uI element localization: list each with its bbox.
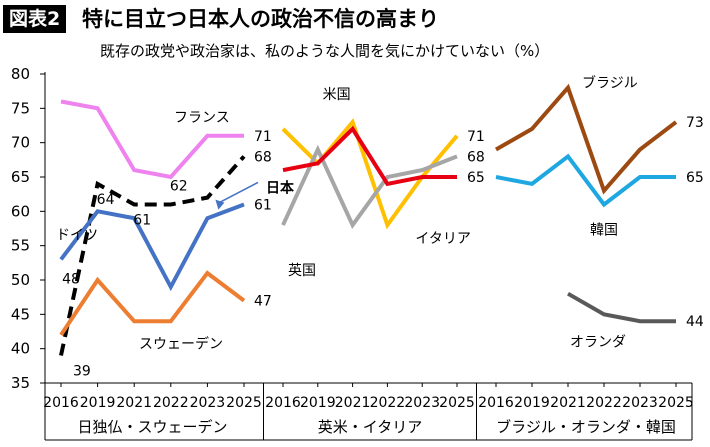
annotation-label: 39: [73, 364, 91, 380]
end-value-label: 61: [254, 197, 272, 213]
series-line-ドイツ: [59, 202, 245, 292]
x-tick-label: 2019: [514, 395, 550, 411]
y-tick-label: 70: [11, 134, 30, 152]
annotation-label: 64: [97, 192, 115, 208]
annotation-label: ブラジル: [582, 75, 638, 92]
x-tick-label: 2023: [622, 395, 658, 411]
annotation-label: スウェーデン: [139, 336, 223, 353]
y-tick-label: 75: [11, 99, 30, 117]
annotation-label: 米国: [323, 87, 351, 103]
figure-badge: 図表2: [3, 5, 67, 33]
end-value-label: 65: [686, 170, 704, 186]
chart-marks: [59, 83, 678, 356]
y-tick-label: 35: [11, 374, 30, 392]
y-tick-label: 65: [11, 168, 30, 186]
series-line-オランダ: [567, 291, 676, 324]
panel-label: 日独仏・スウェーデン: [77, 418, 227, 436]
annotation-label: 61: [133, 212, 151, 228]
annotation-label: 韓国: [590, 222, 618, 238]
end-value-label: 65: [467, 170, 485, 186]
panel-label: 英米・イタリア: [318, 418, 422, 436]
annotation-label: ドイツ: [56, 227, 98, 243]
chart-subtitle: 既存の政党や政治家は、私のような人間を気にかけていない（%）: [100, 42, 550, 60]
end-value-label: 68: [254, 149, 272, 165]
japan-arrow-line: [217, 181, 259, 205]
annotation-label: 62: [170, 178, 188, 194]
x-tick-label: 2025: [439, 395, 475, 411]
y-tick-label: 80: [11, 65, 30, 83]
y-tick-label: 45: [11, 305, 30, 323]
x-tick-label: 2022: [153, 395, 189, 411]
annotation-label: 日本: [266, 179, 295, 196]
annotation-label: 48: [62, 271, 80, 287]
x-tick-label: 2025: [658, 395, 694, 411]
annotation-label: 英国: [288, 262, 316, 279]
y-tick-label: 50: [11, 271, 30, 289]
end-value-label: 73: [686, 115, 704, 131]
x-tick-label: 2019: [300, 395, 336, 411]
series-line-英国: [281, 144, 458, 230]
y-tick-label: 55: [11, 237, 30, 255]
x-tick-label: 2016: [265, 395, 301, 411]
end-value-label: 71: [254, 129, 272, 145]
series-line-フランス: [60, 99, 244, 180]
series-line-ブラジル: [495, 83, 678, 195]
x-tick-label: 2021: [335, 395, 371, 411]
series-line-米国: [282, 125, 457, 187]
series-line-韓国: [495, 153, 676, 208]
y-tick-label: 60: [11, 202, 30, 220]
x-tick-label: 2021: [116, 395, 152, 411]
x-tick-label: 2021: [550, 395, 586, 411]
series-line-スウェーデン: [59, 270, 246, 337]
x-tick-label: 2022: [586, 395, 622, 411]
x-tick-label: 2019: [80, 395, 116, 411]
annotation-label: イタリア: [415, 231, 470, 247]
x-tick-label: 2022: [370, 395, 406, 411]
y-tick-label: 40: [11, 340, 30, 358]
annotation-label: オランダ: [570, 334, 626, 350]
series-line-イタリア: [281, 118, 459, 230]
x-tick-label: 2016: [43, 395, 79, 411]
end-value-label: 68: [467, 149, 485, 165]
chart-title: 特に目立つ日本人の政治不信の高まり: [82, 7, 439, 31]
japan-arrow-head: [215, 199, 225, 210]
x-tick-label: 2025: [226, 395, 262, 411]
series-line-日本: [59, 155, 246, 356]
x-tick-label: 2023: [404, 395, 440, 411]
chart-header: 図表2 特に目立つ日本人の政治不信の高まり: [0, 0, 710, 40]
x-tick-label: 2016: [478, 395, 514, 411]
end-value-label: 71: [467, 129, 485, 145]
x-tick-label: 2023: [190, 395, 226, 411]
end-value-label: 44: [686, 314, 704, 330]
annotation-label: フランス: [174, 110, 230, 126]
panel-label: ブラジル・オランダ・韓国: [496, 418, 676, 436]
end-value-label: 47: [254, 294, 272, 310]
